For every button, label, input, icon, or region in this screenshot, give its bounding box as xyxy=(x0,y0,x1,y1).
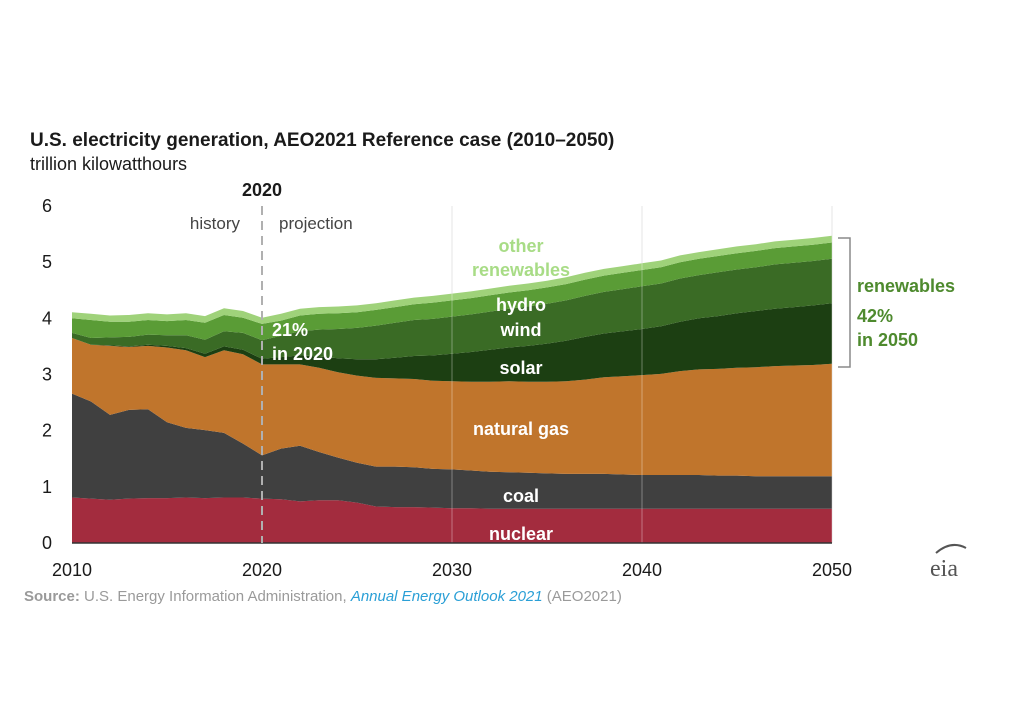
y-tick-3: 3 xyxy=(42,365,52,385)
x-tick-2040: 2040 xyxy=(622,560,662,580)
y-tick-4: 4 xyxy=(42,308,52,328)
y-tick-labels: 0 1 2 3 4 5 6 xyxy=(42,196,52,553)
other-renewables-label-line1: other xyxy=(499,236,544,256)
coal-label: coal xyxy=(503,486,539,506)
chart-subtitle: trillion kilowatthours xyxy=(30,154,187,174)
hydro-label: hydro xyxy=(496,295,546,315)
bracket-pct: 42% xyxy=(857,306,893,326)
y-tick-5: 5 xyxy=(42,252,52,272)
grid-layer xyxy=(451,206,833,543)
projection-label: projection xyxy=(279,214,353,233)
eia-logo-swoosh xyxy=(935,543,967,554)
area-wind xyxy=(72,258,832,360)
natural-gas-label: natural gas xyxy=(473,419,569,439)
x-tick-2020: 2020 xyxy=(242,560,282,580)
chart-title: U.S. electricity generation, AEO2021 Ref… xyxy=(30,130,614,151)
solar-label: solar xyxy=(499,358,542,378)
y-tick-2: 2 xyxy=(42,421,52,441)
area-other-renewables xyxy=(72,235,832,324)
y-tick-0: 0 xyxy=(42,533,52,553)
source-label: Source: xyxy=(24,588,80,605)
share-2020-pct: 21% xyxy=(272,320,308,340)
source-link[interactable]: Annual Energy Outlook 2021 xyxy=(350,588,543,605)
other-renewables-label-line2: renewables xyxy=(472,260,570,280)
renewables-bracket xyxy=(838,237,851,368)
area-hydro xyxy=(72,242,832,341)
x-tick-2050: 2050 xyxy=(812,560,852,580)
x-tick-labels: 2010 2020 2030 2040 2050 xyxy=(52,560,852,580)
source-tail: (AEO2021) xyxy=(543,588,622,605)
history-label: history xyxy=(190,214,241,233)
nuclear-label: nuclear xyxy=(489,524,553,544)
y-tick-1: 1 xyxy=(42,477,52,497)
wind-label: wind xyxy=(500,320,542,340)
bracket-year: in 2050 xyxy=(857,330,918,350)
share-2020-year: in 2020 xyxy=(272,344,333,364)
source-note: Source: U.S. Energy Information Administ… xyxy=(24,588,622,605)
x-tick-2030: 2030 xyxy=(432,560,472,580)
y-tick-6: 6 xyxy=(42,196,52,216)
bracket-label: renewables xyxy=(857,276,955,296)
x-tick-2010: 2010 xyxy=(52,560,92,580)
eia-logo-text: eia xyxy=(930,556,958,582)
source-text: U.S. Energy Information Administration, xyxy=(80,588,351,605)
divider-year-label: 2020 xyxy=(242,180,282,200)
eia-logo: eia xyxy=(930,543,967,582)
